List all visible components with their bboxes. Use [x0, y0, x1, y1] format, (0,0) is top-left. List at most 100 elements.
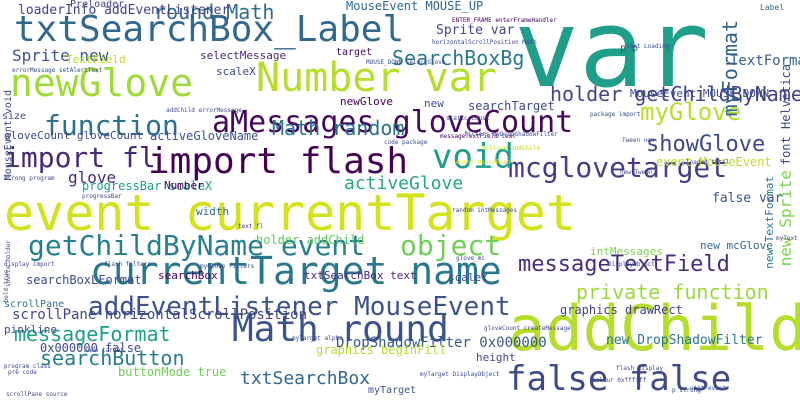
word: size — [2, 111, 27, 122]
word: holder getChildByName — [550, 82, 800, 106]
word: horizontalScrollPosition Math — [432, 39, 537, 46]
word: mcglovetarget — [508, 151, 728, 184]
word: target — [336, 47, 373, 58]
word: MouseEvent void — [3, 90, 14, 181]
word: messageTextField text — [440, 133, 516, 140]
word: display import — [4, 261, 55, 268]
word: Sprite var — [436, 23, 515, 38]
word: Sprite new — [12, 46, 109, 65]
word: Number var — [256, 55, 497, 101]
word: buttonMode true — [118, 365, 227, 379]
word: loaderInfo addEventListener — [18, 3, 230, 18]
word: scaleY — [448, 271, 488, 284]
word: addEventListener MouseEvent — [88, 292, 511, 322]
word: txtSearchBox text — [304, 269, 417, 282]
word: myTarget DisplayObject — [420, 371, 500, 378]
word: event currentTarget — [4, 184, 576, 242]
word: myTarget alpha — [292, 335, 343, 342]
word: searchBoxLFormat — [26, 273, 142, 287]
word: package import — [590, 111, 641, 118]
word: width — [196, 205, 230, 218]
word: strong program — [4, 175, 55, 182]
word: uint event — [690, 385, 727, 392]
word: searchTarget — [468, 99, 555, 113]
word: Number — [164, 179, 204, 192]
word: txtSearchBox_Label — [14, 9, 405, 50]
word: false false — [506, 359, 732, 399]
word: MOUSE_DOWN selectGlove — [366, 59, 446, 66]
word: scaleX — [216, 65, 256, 78]
word: function — [44, 109, 179, 142]
word: mcGlove addChild — [482, 145, 540, 152]
word: searchButton — [40, 346, 185, 370]
word: new DropShadowFilter — [606, 333, 763, 348]
word: flash filters — [104, 261, 151, 268]
word: graphics beginFill — [316, 343, 447, 357]
word: code package — [384, 139, 428, 146]
word: intMessages — [590, 245, 663, 258]
word: scrollPane — [4, 299, 65, 310]
word: MouseEvent MOUSE_DOWN — [630, 87, 770, 100]
word: currentTarget name — [90, 249, 502, 293]
word: getChildByName event — [28, 229, 366, 262]
word: import fl — [4, 141, 156, 174]
word: Math random — [272, 116, 405, 140]
word: messageFormat — [14, 322, 171, 346]
word: myGlove — [640, 98, 742, 126]
word: event MouseEvent — [456, 159, 514, 166]
word: myTarget — [368, 385, 417, 396]
word: progressBar scaleX — [82, 179, 213, 193]
word: new — [424, 97, 444, 110]
word: addChild — [508, 292, 800, 365]
word: text fl — [238, 223, 264, 230]
word: Label — [760, 3, 785, 12]
word: flash display — [616, 365, 663, 372]
word: errorMessage setAlertText — [12, 67, 103, 74]
word: font Helvetica — [779, 64, 793, 166]
word: Preloader — [70, 0, 125, 10]
word: Math round — [232, 309, 449, 350]
word: txtSearchBox — [240, 368, 371, 389]
word: void — [432, 137, 514, 177]
word: MouseEvent MOUSE_UP — [346, 0, 484, 13]
word: gloveCount gloveCount — [4, 129, 144, 142]
word: loaded total — [686, 159, 730, 166]
word: false var — [712, 191, 783, 206]
word: new Tween — [620, 169, 653, 176]
word: DropShadowFilter 0x000000 — [336, 335, 547, 351]
word: colour 0xffffff — [592, 377, 647, 384]
word: holder addChild — [256, 233, 365, 247]
word: event MouseEvent — [656, 155, 772, 169]
word: scrollPane horizontalScrollPosition — [12, 307, 308, 323]
word: addChild errorMessage — [166, 107, 242, 114]
word: var — [514, 0, 710, 112]
word: searchBox — [158, 269, 218, 282]
word: new mcGlove — [700, 239, 773, 252]
word: pinkline — [4, 323, 57, 336]
word: p p — [620, 43, 639, 54]
word: 0x000000 false — [40, 341, 142, 355]
word: round Math — [154, 0, 275, 24]
word: newGlove — [340, 95, 393, 108]
word: program class — [4, 363, 51, 370]
word: random intMessages — [452, 207, 518, 214]
word: graphics drawRect — [560, 303, 683, 317]
word: SearchBoxBg — [392, 46, 525, 70]
word: new TextFormat — [763, 176, 776, 269]
word: static const — [446, 115, 490, 122]
word: pre code — [8, 369, 37, 376]
word: private function — [576, 280, 769, 304]
word: progressBar — [82, 193, 122, 200]
word: text Loading — [626, 43, 670, 50]
word: scrollPane source — [6, 391, 68, 398]
word: showGlove — [646, 132, 766, 157]
word: newGlove — [10, 61, 194, 105]
word: bold true — [3, 270, 10, 303]
word: glove_mc — [456, 255, 485, 262]
word: glove — [68, 168, 117, 187]
word: activeGlove — [344, 173, 464, 194]
word: import flash — [148, 141, 409, 182]
word: myText — [776, 235, 798, 242]
word: TextField — [66, 53, 126, 66]
word: p strong — [672, 387, 701, 394]
